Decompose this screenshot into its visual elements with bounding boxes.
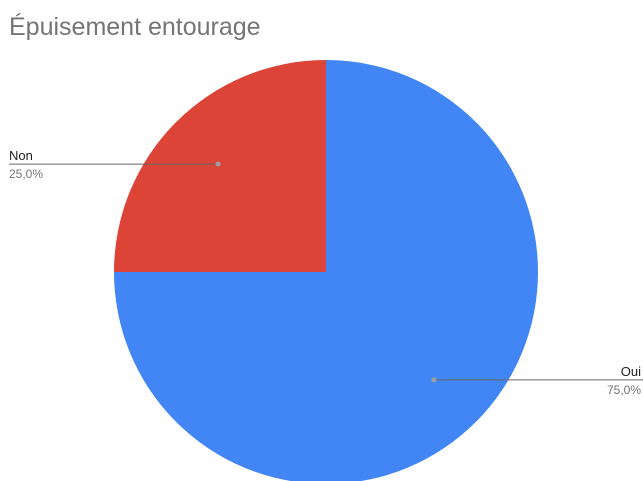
pie-slice-oui bbox=[114, 60, 538, 481]
slice-percent-oui: 75,0% bbox=[607, 383, 641, 397]
slice-labels: Oui 75,0% Non 25,0% bbox=[9, 148, 641, 397]
slice-label-oui: Oui bbox=[621, 364, 641, 379]
slice-label-non: Non bbox=[9, 148, 33, 163]
leader-dot-oui bbox=[431, 377, 437, 383]
slice-percent-non: 25,0% bbox=[9, 167, 43, 181]
pie-slices bbox=[114, 60, 538, 481]
leader-dot-non bbox=[215, 161, 221, 167]
leader-lines bbox=[9, 161, 643, 383]
chart-title: Épuisement entourage bbox=[9, 13, 261, 41]
pie-slice-non bbox=[114, 60, 326, 272]
